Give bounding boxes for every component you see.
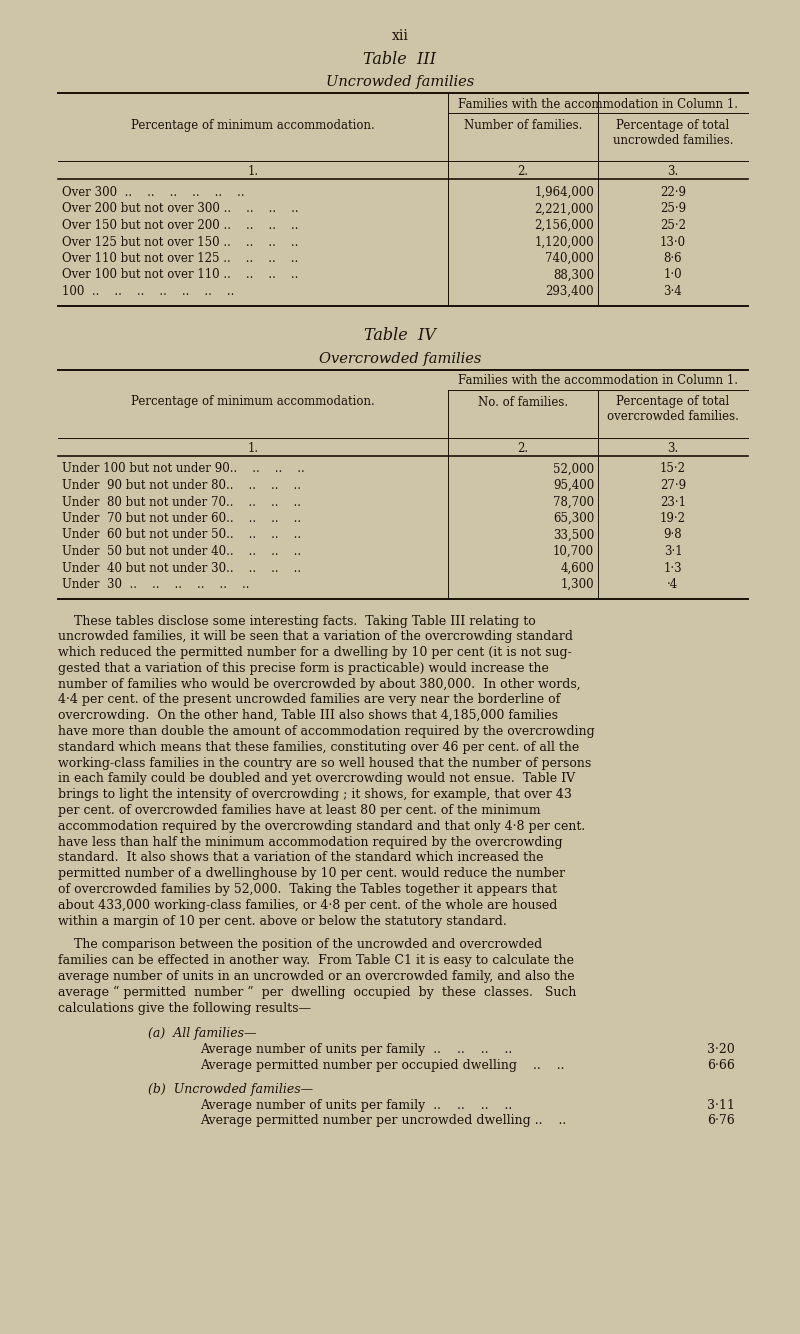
Text: Under  60 but not under 50..    ..    ..    ..: Under 60 but not under 50.. .. .. .. — [62, 528, 301, 542]
Text: Under  70 but not under 60..    ..    ..    ..: Under 70 but not under 60.. .. .. .. — [62, 512, 301, 526]
Text: 78,700: 78,700 — [553, 495, 594, 508]
Text: 88,300: 88,300 — [553, 268, 594, 281]
Text: Under  40 but not under 30..    ..    ..    ..: Under 40 but not under 30.. .. .. .. — [62, 562, 301, 575]
Text: Table  IV: Table IV — [364, 328, 436, 344]
Text: Over 150 but not over 200 ..    ..    ..    ..: Over 150 but not over 200 .. .. .. .. — [62, 219, 298, 232]
Text: 27·9: 27·9 — [660, 479, 686, 492]
Text: Over 300  ..    ..    ..    ..    ..    ..: Over 300 .. .. .. .. .. .. — [62, 185, 245, 199]
Text: Under  30  ..    ..    ..    ..    ..    ..: Under 30 .. .. .. .. .. .. — [62, 578, 250, 591]
Text: number of families who would be overcrowded by about 380,000.  In other words,: number of families who would be overcrow… — [58, 678, 581, 691]
Text: 52,000: 52,000 — [553, 463, 594, 475]
Text: 13·0: 13·0 — [660, 236, 686, 248]
Text: 23·1: 23·1 — [660, 495, 686, 508]
Text: accommodation required by the overcrowding standard and that only 4·8 per cent.: accommodation required by the overcrowdi… — [58, 820, 586, 832]
Text: Percentage of minimum accommodation.: Percentage of minimum accommodation. — [131, 395, 375, 408]
Text: Table  III: Table III — [363, 51, 437, 68]
Text: standard.  It also shows that a variation of the standard which increased the: standard. It also shows that a variation… — [58, 851, 543, 864]
Text: Under  50 but not under 40..    ..    ..    ..: Under 50 but not under 40.. .. .. .. — [62, 546, 301, 558]
Text: Percentage of total
overcrowded families.: Percentage of total overcrowded families… — [607, 395, 739, 423]
Text: 6·66: 6·66 — [707, 1059, 735, 1073]
Text: 4,600: 4,600 — [560, 562, 594, 575]
Text: 1·0: 1·0 — [664, 268, 682, 281]
Text: 22·9: 22·9 — [660, 185, 686, 199]
Text: brings to light the intensity of overcrowding ; it shows, for example, that over: brings to light the intensity of overcro… — [58, 788, 572, 802]
Text: permitted number of a dwellinghouse by 10 per cent. would reduce the number: permitted number of a dwellinghouse by 1… — [58, 867, 565, 880]
Text: 740,000: 740,000 — [546, 252, 594, 265]
Text: in each family could be doubled and yet overcrowding would not ensue.  Table IV: in each family could be doubled and yet … — [58, 772, 575, 786]
Text: 293,400: 293,400 — [546, 285, 594, 297]
Text: Percentage of total
uncrowded families.: Percentage of total uncrowded families. — [613, 119, 734, 147]
Text: overcrowding.  On the other hand, Table III also shows that 4,185,000 families: overcrowding. On the other hand, Table I… — [58, 710, 558, 722]
Text: Average number of units per family  ..    ..    ..    ..: Average number of units per family .. ..… — [200, 1043, 512, 1057]
Text: Under  80 but not under 70..    ..    ..    ..: Under 80 but not under 70.. .. .. .. — [62, 495, 301, 508]
Text: 25·2: 25·2 — [660, 219, 686, 232]
Text: Uncrowded families: Uncrowded families — [326, 75, 474, 89]
Text: 1,300: 1,300 — [560, 578, 594, 591]
Text: 65,300: 65,300 — [553, 512, 594, 526]
Text: per cent. of overcrowded families have at least 80 per cent. of the minimum: per cent. of overcrowded families have a… — [58, 804, 541, 818]
Text: within a margin of 10 per cent. above or below the statutory standard.: within a margin of 10 per cent. above or… — [58, 915, 506, 927]
Text: Over 110 but not over 125 ..    ..    ..    ..: Over 110 but not over 125 .. .. .. .. — [62, 252, 298, 265]
Text: Over 100 but not over 110 ..    ..    ..    ..: Over 100 but not over 110 .. .. .. .. — [62, 268, 298, 281]
Text: Number of families.: Number of families. — [464, 119, 582, 132]
Text: 1.: 1. — [247, 165, 258, 177]
Text: have less than half the minimum accommodation required by the overcrowding: have less than half the minimum accommod… — [58, 835, 562, 848]
Text: xii: xii — [391, 29, 409, 43]
Text: 100  ..    ..    ..    ..    ..    ..    ..: 100 .. .. .. .. .. .. .. — [62, 285, 234, 297]
Text: 2,221,000: 2,221,000 — [534, 203, 594, 216]
Text: 4·4 per cent. of the present uncrowded families are very near the borderline of: 4·4 per cent. of the present uncrowded f… — [58, 694, 560, 707]
Text: 19·2: 19·2 — [660, 512, 686, 526]
Text: 3·1: 3·1 — [664, 546, 682, 558]
Text: Over 200 but not over 300 ..    ..    ..    ..: Over 200 but not over 300 .. .. .. .. — [62, 203, 298, 216]
Text: calculations give the following results—: calculations give the following results— — [58, 1002, 311, 1015]
Text: of overcrowded families by 52,000.  Taking the Tables together it appears that: of overcrowded families by 52,000. Takin… — [58, 883, 557, 896]
Text: (a)  All families—: (a) All families— — [148, 1027, 257, 1041]
Text: (b)  Uncrowded families—: (b) Uncrowded families— — [148, 1083, 313, 1097]
Text: Average number of units per family  ..    ..    ..    ..: Average number of units per family .. ..… — [200, 1099, 512, 1111]
Text: 3.: 3. — [667, 165, 678, 177]
Text: 2.: 2. — [518, 165, 529, 177]
Text: 33,500: 33,500 — [553, 528, 594, 542]
Text: 9·8: 9·8 — [664, 528, 682, 542]
Text: average “ permitted  number ”  per  dwelling  occupied  by  these  classes.   Su: average “ permitted number ” per dwellin… — [58, 986, 576, 999]
Text: ·4: ·4 — [667, 578, 678, 591]
Text: 8·6: 8·6 — [664, 252, 682, 265]
Text: 1·3: 1·3 — [664, 562, 682, 575]
Text: Under 100 but not under 90..    ..    ..    ..: Under 100 but not under 90.. .. .. .. — [62, 463, 305, 475]
Text: 2.: 2. — [518, 442, 529, 455]
Text: 1.: 1. — [247, 442, 258, 455]
Text: gested that a variation of this precise form is practicable) would increase the: gested that a variation of this precise … — [58, 662, 549, 675]
Text: No. of families.: No. of families. — [478, 395, 568, 408]
Text: have more than double the amount of accommodation required by the overcrowding: have more than double the amount of acco… — [58, 726, 594, 738]
Text: standard which means that these families, constituting over 46 per cent. of all : standard which means that these families… — [58, 740, 579, 754]
Text: 3.: 3. — [667, 442, 678, 455]
Text: Average permitted number per occupied dwelling    ..    ..: Average permitted number per occupied dw… — [200, 1059, 565, 1073]
Text: families can be effected in another way.  From Table C1 it is easy to calculate : families can be effected in another way.… — [58, 954, 574, 967]
Text: 3·20: 3·20 — [707, 1043, 735, 1057]
Text: 10,700: 10,700 — [553, 546, 594, 558]
Text: 2,156,000: 2,156,000 — [534, 219, 594, 232]
Text: about 433,000 working-class families, or 4·8 per cent. of the whole are housed: about 433,000 working-class families, or… — [58, 899, 558, 912]
Text: which reduced the permitted number for a dwelling by 10 per cent (it is not sug-: which reduced the permitted number for a… — [58, 646, 572, 659]
Text: 15·2: 15·2 — [660, 463, 686, 475]
Text: Percentage of minimum accommodation.: Percentage of minimum accommodation. — [131, 119, 375, 132]
Text: 1,120,000: 1,120,000 — [534, 236, 594, 248]
Text: average number of units in an uncrowded or an overcrowded family, and also the: average number of units in an uncrowded … — [58, 970, 574, 983]
Text: The comparison between the position of the uncrowded and overcrowded: The comparison between the position of t… — [58, 939, 542, 951]
Text: Under  90 but not under 80..    ..    ..    ..: Under 90 but not under 80.. .. .. .. — [62, 479, 301, 492]
Text: Families with the accommodation in Column 1.: Families with the accommodation in Colum… — [458, 375, 738, 387]
Text: 3·11: 3·11 — [707, 1099, 735, 1111]
Text: uncrowded families, it will be seen that a variation of the overcrowding standar: uncrowded families, it will be seen that… — [58, 630, 573, 643]
Text: working-class families in the country are so well housed that the number of pers: working-class families in the country ar… — [58, 756, 591, 770]
Text: 1,964,000: 1,964,000 — [534, 185, 594, 199]
Text: 25·9: 25·9 — [660, 203, 686, 216]
Text: 95,400: 95,400 — [553, 479, 594, 492]
Text: 3·4: 3·4 — [664, 285, 682, 297]
Text: Over 125 but not over 150 ..    ..    ..    ..: Over 125 but not over 150 .. .. .. .. — [62, 236, 298, 248]
Text: Overcrowded families: Overcrowded families — [319, 351, 481, 366]
Text: Families with the accommodation in Column 1.: Families with the accommodation in Colum… — [458, 97, 738, 111]
Text: 6·76: 6·76 — [707, 1114, 735, 1127]
Text: Average permitted number per uncrowded dwelling ..    ..: Average permitted number per uncrowded d… — [200, 1114, 566, 1127]
Text: These tables disclose some interesting facts.  Taking Table III relating to: These tables disclose some interesting f… — [58, 615, 536, 627]
